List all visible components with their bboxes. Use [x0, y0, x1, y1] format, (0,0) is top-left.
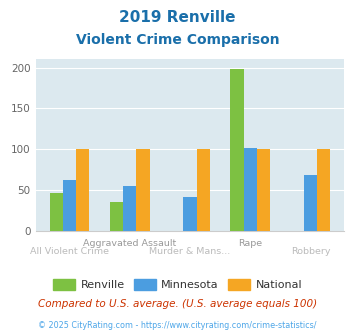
Bar: [230, 69, 244, 231]
Bar: [257, 149, 270, 231]
Text: © 2025 CityRating.com - https://www.cityrating.com/crime-statistics/: © 2025 CityRating.com - https://www.city…: [38, 321, 317, 330]
Text: Murder & Mans...: Murder & Mans...: [149, 247, 230, 256]
Bar: [76, 149, 89, 231]
Bar: [136, 149, 149, 231]
Bar: [183, 197, 197, 231]
Bar: [304, 176, 317, 231]
Legend: Renville, Minnesota, National: Renville, Minnesota, National: [48, 275, 307, 294]
Text: Robbery: Robbery: [291, 247, 330, 256]
Text: Compared to U.S. average. (U.S. average equals 100): Compared to U.S. average. (U.S. average …: [38, 299, 317, 309]
Bar: [244, 148, 257, 231]
Text: Rape: Rape: [238, 239, 262, 248]
Bar: [50, 193, 63, 231]
Bar: [110, 202, 123, 231]
Bar: [197, 149, 210, 231]
Text: 2019 Renville: 2019 Renville: [119, 10, 236, 25]
Bar: [63, 180, 76, 231]
Text: All Violent Crime: All Violent Crime: [30, 247, 109, 256]
Text: Aggravated Assault: Aggravated Assault: [83, 239, 176, 248]
Bar: [317, 149, 330, 231]
Bar: [123, 186, 136, 231]
Text: Violent Crime Comparison: Violent Crime Comparison: [76, 33, 279, 47]
